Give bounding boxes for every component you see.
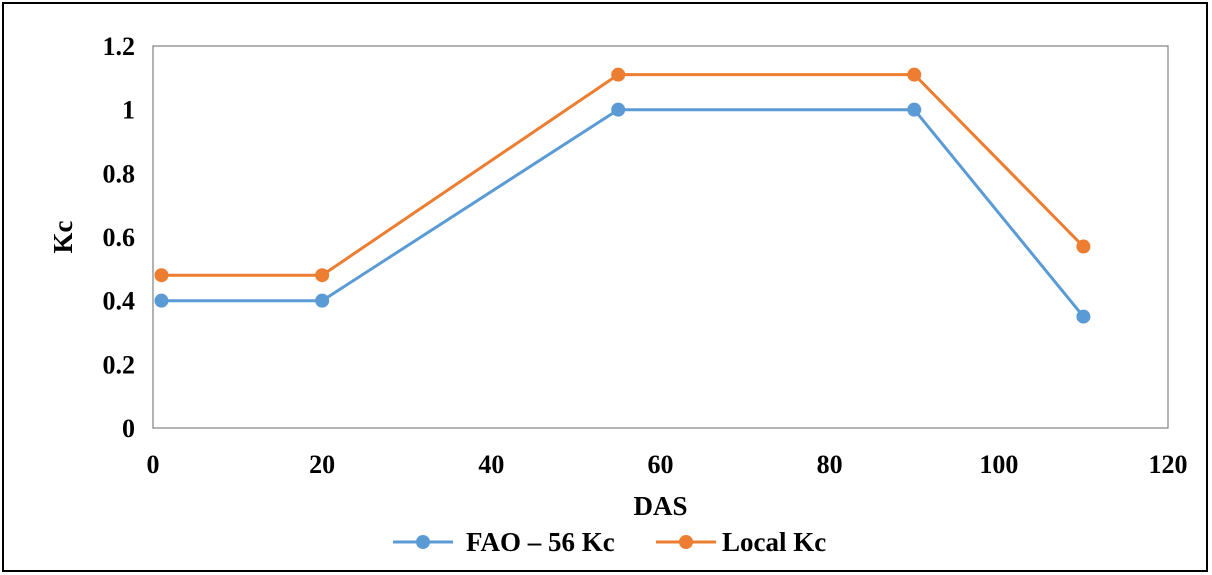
series-group	[154, 102, 1091, 324]
x-tick-label: 20	[309, 450, 335, 479]
series-line	[161, 108, 1085, 318]
x-axis-title: DAS	[633, 491, 687, 521]
y-axis-title: Kc	[48, 220, 78, 253]
x-tick-label: 40	[478, 450, 504, 479]
legend-marker	[416, 535, 430, 549]
legend-marker	[679, 535, 693, 549]
data-point	[611, 67, 626, 82]
x-tick-label: 0	[147, 450, 160, 479]
x-tick-label: 80	[817, 450, 843, 479]
x-tick-label: 60	[648, 450, 674, 479]
legend-item: Local Kc	[656, 527, 826, 557]
data-point	[907, 102, 922, 117]
legend-label: Local Kc	[722, 527, 826, 557]
data-point	[1076, 239, 1091, 254]
y-tick-label: 1.2	[103, 32, 136, 61]
data-point	[1076, 309, 1091, 324]
y-tick-label: 0.4	[103, 287, 136, 316]
plot-area	[152, 45, 1169, 429]
y-tick-label: 0	[122, 414, 135, 443]
series-group	[154, 67, 1091, 283]
data-point	[611, 102, 626, 117]
data-point	[154, 268, 169, 283]
data-point	[907, 67, 922, 82]
y-tick-label: 0.2	[103, 350, 136, 379]
y-tick-label: 0.8	[103, 159, 136, 188]
data-point	[315, 268, 330, 283]
legend-item: FAO – 56 Kc	[393, 527, 615, 557]
y-tick-label: 1	[122, 96, 135, 125]
x-tick-label: 100	[979, 450, 1018, 479]
legend-label: FAO – 56 Kc	[466, 527, 615, 557]
data-point	[315, 293, 330, 308]
data-point	[154, 293, 169, 308]
y-tick-label: 0.6	[103, 223, 136, 252]
x-tick-label: 120	[1149, 450, 1188, 479]
